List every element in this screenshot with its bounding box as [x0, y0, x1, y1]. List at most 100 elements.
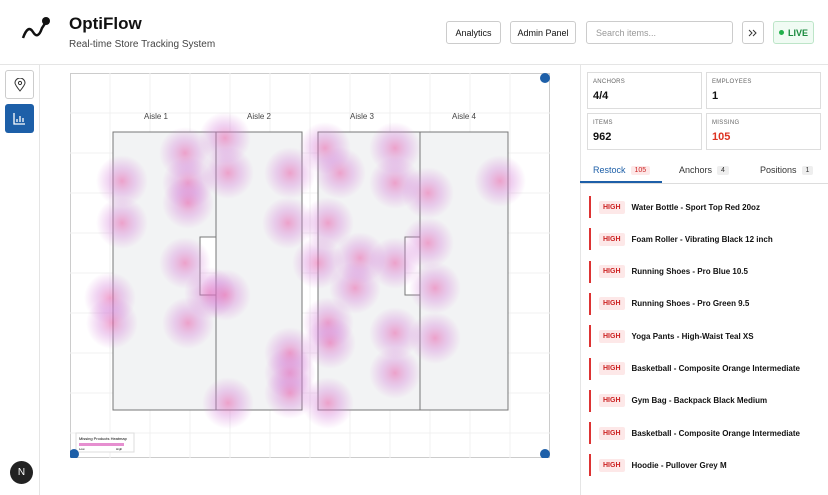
sidebar-divider — [39, 65, 40, 495]
live-dot — [778, 30, 784, 35]
aisle-label: Aisle 3 — [350, 112, 375, 121]
anchor-marker — [540, 449, 550, 458]
heat-blob — [402, 167, 454, 219]
priority-badge: HIGH — [599, 200, 625, 214]
priority-badge: HIGH — [599, 265, 625, 279]
item-name: Basketball - Composite Orange Intermedia… — [631, 428, 801, 438]
heat-blob — [262, 197, 314, 249]
analytics-nav-button[interactable] — [5, 104, 34, 133]
priority-badge: HIGH — [599, 394, 625, 408]
tab-label: Positions — [760, 165, 797, 175]
app-title: OptiFlow — [69, 14, 142, 33]
heat-blob — [264, 327, 316, 379]
restock-item[interactable]: HIGH Running Shoes - Pro Blue 10.5 — [589, 260, 819, 283]
app-subtitle: Real-time Store Tracking System — [69, 39, 216, 50]
live-text: LIVE — [787, 27, 808, 38]
restock-item[interactable]: HIGH Basketball - Composite Orange Interm… — [589, 357, 819, 380]
heat-blob — [202, 147, 254, 199]
chart-icon — [13, 113, 25, 125]
heat-blob — [409, 262, 461, 314]
heatmap-legend — [75, 432, 135, 453]
stat-card: ITEMS 962 — [587, 113, 702, 150]
priority-badge: HIGH — [599, 362, 625, 375]
heat-blob — [199, 269, 251, 321]
stat-card: MISSING 105 — [706, 113, 821, 150]
heat-blob — [304, 317, 356, 369]
tab-count: 4 — [717, 165, 729, 175]
priority-badge: HIGH — [599, 232, 625, 246]
heat-blob — [474, 155, 526, 207]
restock-item[interactable]: HIGH Yoga Pants - High-Waist Teal XS — [589, 325, 819, 348]
tab[interactable]: Positions 1 — [760, 157, 814, 183]
restock-item[interactable]: HIGH Basketball - Composite Orange Interm… — [589, 422, 819, 445]
anchor-marker — [540, 73, 550, 83]
tabs-divider — [580, 183, 828, 184]
restock-item[interactable]: HIGH Water Bottle - Sport Top Red 20oz — [589, 196, 819, 218]
heat-blob — [369, 307, 421, 359]
aisle-label: Aisle 1 — [144, 112, 169, 121]
tab-label: Anchors — [679, 165, 713, 175]
item-name: Basketball - Composite Orange Intermedia… — [631, 364, 801, 373]
stat-card: EMPLOYEES 1 — [706, 72, 821, 109]
restock-item[interactable]: HIGH Hoodie - Pullover Grey M — [589, 454, 819, 477]
stat-card: ANCHORS 4/4 — [587, 72, 702, 109]
dev-badge[interactable]: N — [10, 461, 33, 484]
tab-count: 1 — [801, 165, 814, 175]
tab[interactable]: Restock 105 — [593, 157, 651, 183]
collapse-button[interactable] — [742, 21, 764, 44]
heat-blob — [409, 312, 461, 364]
pin-icon — [13, 77, 26, 92]
location-button[interactable] — [5, 70, 34, 99]
item-name: Yoga Pants - High-Waist Teal XS — [631, 331, 754, 341]
priority-badge: HIGH — [599, 329, 625, 343]
item-name: Water Bottle - Sport Top Red 20oz — [631, 202, 760, 212]
item-name: Foam Roller - Vibrating Black 12 inch — [631, 234, 773, 244]
heat-blob — [302, 377, 354, 429]
active-tab-indicator — [580, 181, 662, 183]
aisle-label: Aisle 4 — [452, 112, 477, 121]
heat-blob — [162, 177, 214, 229]
legend-high: High — [116, 447, 123, 451]
anchor-marker — [70, 449, 79, 458]
stat-label: ANCHORS — [593, 79, 626, 85]
priority-badge: HIGH — [599, 297, 625, 311]
legend-title: Missing Products Heatmap — [79, 436, 128, 441]
item-name: Gym Bag - Backpack Black Medium — [631, 396, 768, 406]
legend-low: Low — [79, 447, 85, 451]
logo — [21, 17, 50, 39]
stat-label: ITEMS — [593, 120, 613, 126]
restock-item[interactable]: HIGH Gym Bag - Backpack Black Medium — [589, 389, 819, 412]
stat-value: 1 — [712, 90, 719, 102]
panel-divider — [580, 65, 581, 495]
tab[interactable]: Anchors 4 — [679, 157, 729, 183]
store-map: Aisle 1 Aisle 2 Aisle 3 Aisle 4 Missing … — [70, 73, 550, 458]
legend-gradient — [79, 443, 124, 446]
stat-label: EMPLOYEES — [712, 79, 752, 85]
analytics-button[interactable]: Analytics — [446, 21, 501, 44]
restock-item[interactable]: HIGH Running Shoes - Pro Green 9.5 — [589, 292, 819, 315]
priority-badge: HIGH — [599, 458, 625, 472]
tab-label: Restock — [593, 165, 626, 175]
heat-blob — [86, 297, 138, 349]
tab-count: 105 — [630, 165, 651, 175]
stat-value: 962 — [593, 131, 612, 143]
heat-blob — [369, 237, 421, 289]
heat-blob — [369, 347, 421, 399]
restock-item[interactable]: HIGH Foam Roller - Vibrating Black 12 inc… — [589, 228, 819, 251]
item-name: Hoodie - Pullover Grey M — [631, 460, 727, 470]
heat-blob — [302, 197, 354, 249]
header-divider — [0, 64, 828, 65]
priority-badge: HIGH — [599, 426, 625, 440]
admin-button[interactable]: Admin Panel — [510, 21, 576, 44]
chevrons-icon — [748, 29, 757, 36]
heat-blob — [96, 197, 148, 249]
aisle-label: Aisle 2 — [247, 112, 272, 121]
search-input[interactable]: Search items... — [586, 21, 733, 44]
heat-blob — [314, 147, 366, 199]
item-name: Running Shoes - Pro Green 9.5 — [631, 299, 750, 309]
stat-label: MISSING — [712, 120, 740, 126]
heat-blob — [202, 377, 254, 429]
heat-blob — [96, 155, 148, 207]
item-name: Running Shoes - Pro Blue 10.5 — [631, 267, 748, 277]
